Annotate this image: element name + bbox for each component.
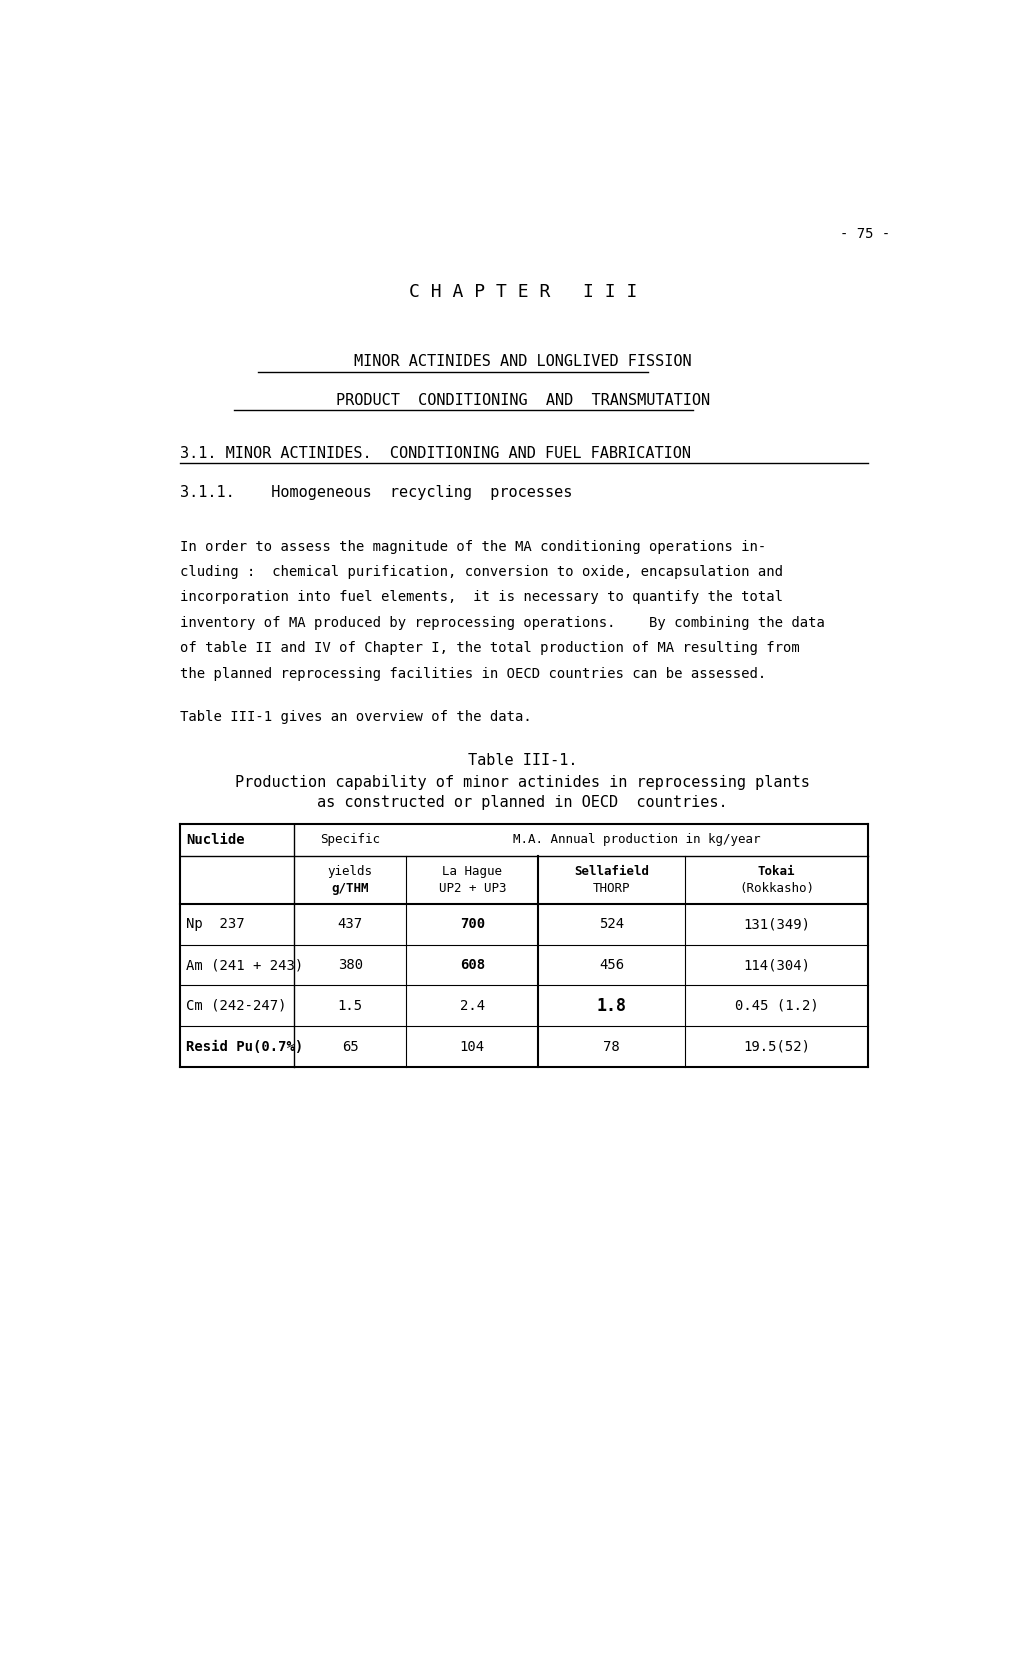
Text: inventory of MA produced by reprocessing operations.    By combining the data: inventory of MA produced by reprocessing… (180, 617, 824, 630)
Text: - 75 -: - 75 - (840, 227, 890, 240)
Text: 437: 437 (337, 917, 363, 931)
Text: of table II and IV of Chapter I, the total production of MA resulting from: of table II and IV of Chapter I, the tot… (180, 642, 799, 655)
Text: Specific: Specific (320, 833, 380, 847)
Text: Np  237: Np 237 (186, 917, 245, 931)
Text: Nuclide: Nuclide (186, 833, 245, 847)
Text: 65: 65 (341, 1040, 359, 1053)
Text: Tokai: Tokai (757, 865, 795, 879)
Text: 700: 700 (460, 917, 484, 931)
Text: 1.5: 1.5 (337, 1000, 363, 1013)
Text: Production capability of minor actinides in reprocessing plants: Production capability of minor actinides… (235, 774, 809, 790)
Text: incorporation into fuel elements,  it is necessary to quantify the total: incorporation into fuel elements, it is … (180, 590, 783, 605)
Text: THORP: THORP (592, 882, 630, 895)
Text: 19.5(52): 19.5(52) (742, 1040, 809, 1053)
Text: 78: 78 (603, 1040, 620, 1053)
Text: 524: 524 (599, 917, 624, 931)
Text: 3.1.1.    Homogeneous  recycling  processes: 3.1.1. Homogeneous recycling processes (180, 486, 572, 501)
Text: cluding :  chemical purification, conversion to oxide, encapsulation and: cluding : chemical purification, convers… (180, 564, 783, 580)
Text: the planned reprocessing facilities in OECD countries can be assessed.: the planned reprocessing facilities in O… (180, 667, 765, 680)
Text: 114(304): 114(304) (742, 958, 809, 973)
Text: M.A. Annual production in kg/year: M.A. Annual production in kg/year (513, 833, 760, 847)
Text: In order to assess the magnitude of the MA conditioning operations in-: In order to assess the magnitude of the … (180, 539, 765, 553)
Text: Table III-1.: Table III-1. (468, 753, 577, 768)
Text: PRODUCT  CONDITIONING  AND  TRANSMUTATION: PRODUCT CONDITIONING AND TRANSMUTATION (335, 393, 709, 408)
Text: Sellafield: Sellafield (574, 865, 649, 879)
Text: 608: 608 (460, 958, 484, 973)
Text: La Hague: La Hague (442, 865, 502, 879)
Text: Cm (242-247): Cm (242-247) (186, 1000, 286, 1013)
Text: MINOR ACTINIDES AND LONGLIVED FISSION: MINOR ACTINIDES AND LONGLIVED FISSION (354, 354, 691, 370)
Text: 131(349): 131(349) (742, 917, 809, 931)
Text: 3.1. MINOR ACTINIDES.  CONDITIONING AND FUEL FABRICATION: 3.1. MINOR ACTINIDES. CONDITIONING AND F… (180, 445, 691, 460)
Text: UP2 + UP3: UP2 + UP3 (438, 882, 505, 895)
Text: Table III-1 gives an overview of the data.: Table III-1 gives an overview of the dat… (180, 711, 532, 724)
Text: as constructed or planned in OECD  countries.: as constructed or planned in OECD countr… (317, 795, 728, 810)
Text: 2.4: 2.4 (460, 1000, 484, 1013)
Text: 380: 380 (337, 958, 363, 973)
Text: Resid Pu(0.7%): Resid Pu(0.7%) (186, 1040, 304, 1053)
Text: yields: yields (327, 865, 373, 879)
Text: 0.45 (1.2): 0.45 (1.2) (734, 1000, 817, 1013)
Text: g/THM: g/THM (331, 882, 369, 895)
Text: 456: 456 (599, 958, 624, 973)
Text: C H A P T E R   I I I: C H A P T E R I I I (409, 284, 636, 301)
Text: (Rokkasho): (Rokkasho) (739, 882, 813, 895)
Text: Am (241 + 243): Am (241 + 243) (186, 958, 304, 973)
Text: 1.8: 1.8 (596, 996, 627, 1015)
Text: 104: 104 (460, 1040, 484, 1053)
